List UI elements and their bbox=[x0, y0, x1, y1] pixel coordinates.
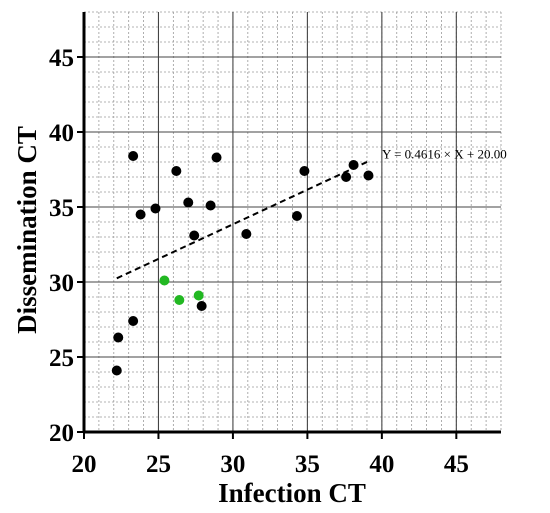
data-point bbox=[189, 230, 200, 241]
y-tick-label: 25 bbox=[49, 345, 74, 372]
data-point bbox=[135, 209, 146, 220]
regression-equation-label: Y = 0.4616 × X + 20.00 bbox=[382, 147, 507, 162]
x-axis-label: Infection CT bbox=[218, 478, 366, 508]
y-tick-label: 35 bbox=[49, 195, 74, 222]
x-tick-labels: 20 25 30 35 40 45 bbox=[72, 451, 469, 478]
minor-gridlines bbox=[83, 11, 502, 433]
x-tick-label: 45 bbox=[444, 451, 469, 478]
data-point bbox=[241, 229, 252, 239]
data-point bbox=[205, 200, 216, 211]
regression-trendline bbox=[116, 159, 371, 280]
x-tick-label: 25 bbox=[146, 451, 171, 478]
data-points bbox=[111, 151, 374, 376]
data-point bbox=[196, 301, 207, 311]
x-tick-label: 30 bbox=[220, 451, 245, 478]
y-tick-label: 30 bbox=[49, 270, 74, 297]
data-point bbox=[299, 166, 310, 176]
data-point bbox=[291, 211, 302, 221]
y-tick-labels: 20 25 30 35 40 45 bbox=[49, 45, 74, 447]
data-point bbox=[183, 197, 194, 208]
x-tick-label: 20 bbox=[72, 451, 97, 478]
y-axis-label: Dissemination CT bbox=[12, 126, 42, 334]
data-point bbox=[171, 166, 182, 176]
y-tick-label: 20 bbox=[49, 420, 74, 447]
data-point bbox=[159, 275, 170, 286]
data-point bbox=[150, 203, 161, 214]
data-point bbox=[363, 170, 374, 181]
data-point bbox=[348, 160, 359, 170]
data-point bbox=[113, 332, 124, 343]
y-tick-label: 45 bbox=[49, 45, 74, 72]
data-point bbox=[193, 290, 204, 301]
data-point bbox=[211, 152, 222, 163]
data-point bbox=[128, 151, 139, 161]
axes bbox=[77, 12, 501, 439]
x-tick-label: 35 bbox=[295, 451, 320, 478]
data-point bbox=[111, 365, 122, 376]
x-tick-label: 40 bbox=[369, 451, 394, 478]
data-point bbox=[341, 172, 352, 182]
data-point bbox=[128, 316, 139, 326]
data-point bbox=[174, 295, 185, 305]
y-tick-label: 40 bbox=[49, 120, 74, 147]
